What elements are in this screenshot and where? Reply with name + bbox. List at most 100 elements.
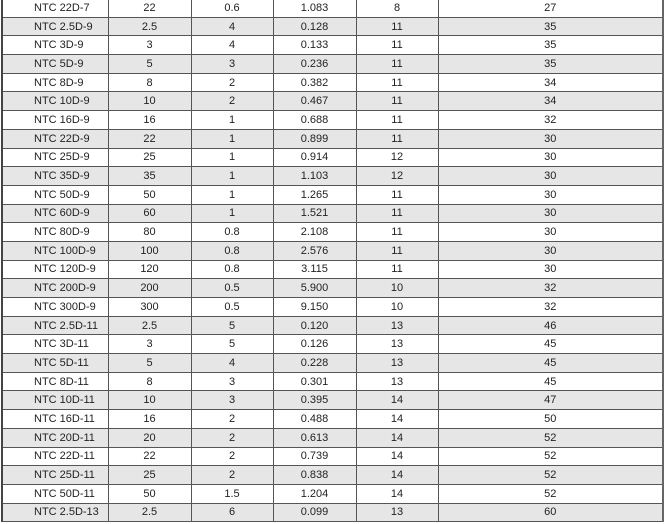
model-cell: NTC 3D-11	[1, 334, 109, 355]
value-cell: 14	[355, 483, 439, 504]
table-row: NTC 35D-9 35 1 1.103 12 30	[1, 166, 664, 186]
value-cell: 5.900	[272, 278, 357, 298]
model-cell: NTC 35D-9	[1, 166, 109, 186]
value-cell: 300	[107, 297, 192, 317]
value-cell: 35	[437, 54, 664, 74]
table-row: NTC 25D-11 25 2 0.838 14 52	[1, 465, 664, 485]
value-cell: 0.395	[272, 390, 357, 411]
value-cell: 3	[190, 390, 274, 411]
model-cell: NTC 20D-11	[1, 427, 109, 448]
table-row: NTC 50D-9 50 1 1.265 11 30	[1, 184, 664, 205]
model-cell: NTC 120D-9	[1, 259, 109, 280]
value-cell: 10	[107, 91, 192, 112]
value-cell: 4	[190, 353, 274, 373]
value-cell: 1.103	[272, 166, 357, 186]
table-row: NTC 80D-9 80 0.8 2.108 11 30	[1, 222, 664, 242]
value-cell: 30	[437, 128, 664, 149]
value-cell: 8	[107, 72, 192, 93]
value-cell: 1	[190, 128, 274, 149]
model-cell: NTC 3D-9	[1, 35, 109, 56]
value-cell: 25	[107, 147, 192, 168]
value-cell: 11	[355, 240, 439, 261]
model-cell: NTC 8D-11	[1, 371, 109, 392]
value-cell: 2.5	[107, 16, 192, 37]
value-cell: 52	[437, 446, 664, 467]
value-cell: 1	[190, 203, 274, 224]
value-cell: 100	[107, 240, 192, 261]
value-cell: 6	[190, 502, 274, 523]
model-cell: NTC 22D-7	[1, 0, 109, 18]
value-cell: 0.6	[190, 0, 274, 18]
value-cell: 14	[355, 409, 439, 429]
model-cell: NTC 200D-9	[1, 278, 109, 298]
table-row: NTC 5D-11 5 4 0.228 13 45	[1, 353, 664, 373]
model-cell: NTC 50D-9	[1, 184, 109, 205]
value-cell: 16	[107, 110, 192, 130]
value-cell: 5	[190, 334, 274, 355]
model-cell: NTC 2.5D-13	[1, 502, 109, 523]
value-cell: 0.8	[190, 259, 274, 280]
value-cell: 8	[107, 371, 192, 392]
value-cell: 30	[437, 147, 664, 168]
value-cell: 10	[107, 390, 192, 411]
value-cell: 3	[107, 334, 192, 355]
value-cell: 13	[355, 334, 439, 355]
value-cell: 1.265	[272, 184, 357, 205]
value-cell: 13	[355, 315, 439, 336]
value-cell: 2	[190, 446, 274, 467]
value-cell: 14	[355, 390, 439, 411]
model-cell: NTC 16D-9	[1, 110, 109, 130]
table-row: NTC 60D-9 60 1 1.521 11 30	[1, 203, 664, 224]
value-cell: 30	[437, 259, 664, 280]
value-cell: 0.613	[272, 427, 357, 448]
value-cell: 80	[107, 222, 192, 242]
value-cell: 35	[107, 166, 192, 186]
value-cell: 14	[355, 446, 439, 467]
value-cell: 5	[107, 353, 192, 373]
value-cell: 2.576	[272, 240, 357, 261]
value-cell: 5	[107, 54, 192, 74]
value-cell: 45	[437, 334, 664, 355]
value-cell: 4	[190, 35, 274, 56]
value-cell: 22	[107, 0, 192, 18]
value-cell: 12	[355, 147, 439, 168]
value-cell: 2	[190, 72, 274, 93]
value-cell: 0.899	[272, 128, 357, 149]
table-row: NTC 2.5D-11 2.5 5 0.120 13 46	[1, 315, 664, 336]
value-cell: 60	[437, 502, 664, 523]
value-cell: 50	[107, 483, 192, 504]
value-cell: 0.467	[272, 91, 357, 112]
model-cell: NTC 5D-9	[1, 54, 109, 74]
value-cell: 25	[107, 465, 192, 485]
table-row: NTC 3D-11 3 5 0.126 13 45	[1, 334, 664, 355]
value-cell: 11	[355, 54, 439, 74]
value-cell: 1	[190, 110, 274, 130]
value-cell: 10	[355, 278, 439, 298]
value-cell: 0.228	[272, 353, 357, 373]
value-cell: 13	[355, 353, 439, 373]
value-cell: 34	[437, 72, 664, 93]
table-row: NTC 8D-11 8 3 0.301 13 45	[1, 371, 664, 392]
table-row: NTC 16D-11 16 2 0.488 14 50	[1, 409, 664, 429]
value-cell: 34	[437, 91, 664, 112]
value-cell: 0.914	[272, 147, 357, 168]
value-cell: 0.739	[272, 446, 357, 467]
value-cell: 11	[355, 35, 439, 56]
model-cell: NTC 22D-9	[1, 128, 109, 149]
value-cell: 0.301	[272, 371, 357, 392]
value-cell: 11	[355, 91, 439, 112]
value-cell: 3	[190, 371, 274, 392]
table-row: NTC 2.5D-13 2.5 6 0.099 13 60	[1, 502, 664, 523]
value-cell: 11	[355, 184, 439, 205]
value-cell: 30	[437, 222, 664, 242]
value-cell: 52	[437, 465, 664, 485]
model-cell: NTC 25D-11	[1, 465, 109, 485]
model-cell: NTC 100D-9	[1, 240, 109, 261]
value-cell: 0.382	[272, 72, 357, 93]
value-cell: 3	[190, 54, 274, 74]
value-cell: 5	[190, 315, 274, 336]
value-cell: 9.150	[272, 297, 357, 317]
value-cell: 11	[355, 128, 439, 149]
model-cell: NTC 2.5D-11	[1, 315, 109, 336]
